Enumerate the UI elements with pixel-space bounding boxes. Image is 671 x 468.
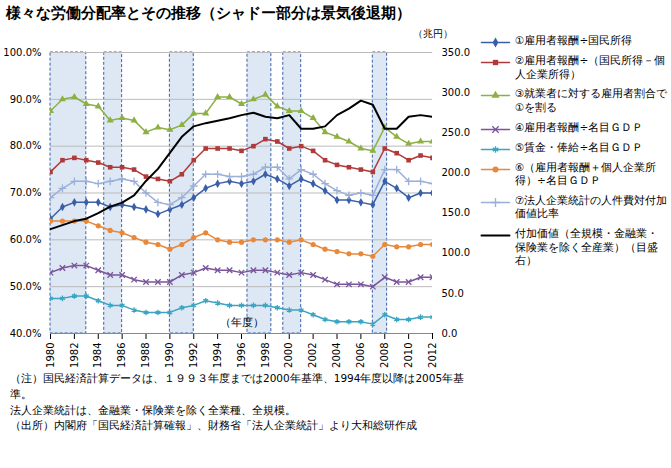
html-text:様々な労働分配率とその推移（シャドー部分は景気後退期）: 様々な労働分配率とその推移（シャドー部分は景気後退期） [6, 4, 411, 22]
svg-text:2012: 2012 [427, 343, 438, 368]
html-text:付加価値（全規模・金融業・保険業を除く全産業）（目盛右）: 付加価値（全規模・金融業・保険業を除く全産業）（目盛右） [515, 227, 658, 267]
svg-text:100.0: 100.0 [442, 247, 471, 258]
svg-text:300.0: 300.0 [442, 87, 471, 98]
html-text:（注）国民経済計算データは、１９９３年度までは2000年基準: （注）国民経済計算データは、１９９３年度までは2000年基準、1994年度以降は… [10, 372, 465, 400]
svg-text:1984: 1984 [92, 343, 103, 368]
svg-text:150.0: 150.0 [442, 207, 471, 218]
svg-text:1994: 1994 [212, 343, 223, 368]
html-text:法人企業統計は、金融業・保険業を除く全業種、全規模。: 法人企業統計は、金融業・保険業を除く全業種、全規模。 [10, 403, 296, 416]
svg-text:1996: 1996 [236, 343, 247, 368]
svg-text:50.0%: 50.0% [10, 281, 42, 292]
html-text:①雇用者報酬÷国民所得: ①雇用者報酬÷国民所得 [515, 34, 633, 46]
html-text:③就業者に対する雇用者割合で①を割る: ③就業者に対する雇用者割合で①を割る [515, 87, 668, 113]
html-text:⑦法人企業統計の人件費対付加価値比率: ⑦法人企業統計の人件費対付加価値比率 [515, 193, 668, 220]
svg-text:1986: 1986 [116, 343, 127, 368]
svg-text:（年度）: （年度） [220, 316, 264, 329]
html-text:⑥（雇用者報酬＋個人企業所得）÷名目ＧＤＰ: ⑥（雇用者報酬＋個人企業所得）÷名目ＧＤＰ [515, 160, 657, 187]
svg-text:1980: 1980 [45, 343, 56, 368]
svg-text:（兆円）: （兆円） [413, 28, 453, 39]
svg-text:100.0%: 100.0% [3, 47, 41, 58]
svg-text:350.0: 350.0 [442, 47, 471, 58]
svg-text:2008: 2008 [379, 343, 390, 368]
html-text:⑤賃金・俸給÷名目ＧＤＰ: ⑤賃金・俸給÷名目ＧＤＰ [515, 140, 644, 153]
svg-text:2000: 2000 [283, 343, 294, 368]
svg-text:2004: 2004 [331, 343, 342, 368]
html-text:②雇用者報酬÷（国民所得－個人企業所得）: ②雇用者報酬÷（国民所得－個人企業所得） [515, 54, 666, 80]
svg-text:1982: 1982 [69, 343, 80, 368]
svg-text:70.0%: 70.0% [10, 187, 42, 198]
svg-text:90.0%: 90.0% [10, 94, 42, 105]
svg-text:250.0: 250.0 [442, 127, 471, 138]
svg-text:1998: 1998 [260, 343, 271, 368]
svg-text:80.0%: 80.0% [10, 140, 42, 151]
svg-text:2006: 2006 [355, 343, 366, 368]
svg-text:50.0: 50.0 [442, 288, 464, 299]
svg-text:1992: 1992 [188, 343, 199, 368]
html-text:④雇用者報酬÷名目ＧＤＰ: ④雇用者報酬÷名目ＧＤＰ [515, 120, 644, 133]
svg-text:2002: 2002 [307, 343, 318, 368]
html-text:（出所）内閣府「国民経済計算確報」、財務省「法人企業統計」よ: （出所）内閣府「国民経済計算確報」、財務省「法人企業統計」より大和総研作成 [10, 419, 417, 432]
svg-text:0.0: 0.0 [442, 328, 458, 339]
svg-text:200.0: 200.0 [442, 167, 471, 178]
svg-text:60.0%: 60.0% [10, 234, 42, 245]
svg-text:1990: 1990 [164, 343, 175, 368]
svg-text:2010: 2010 [403, 343, 414, 368]
svg-text:40.0%: 40.0% [10, 328, 42, 339]
svg-text:1988: 1988 [140, 343, 151, 368]
